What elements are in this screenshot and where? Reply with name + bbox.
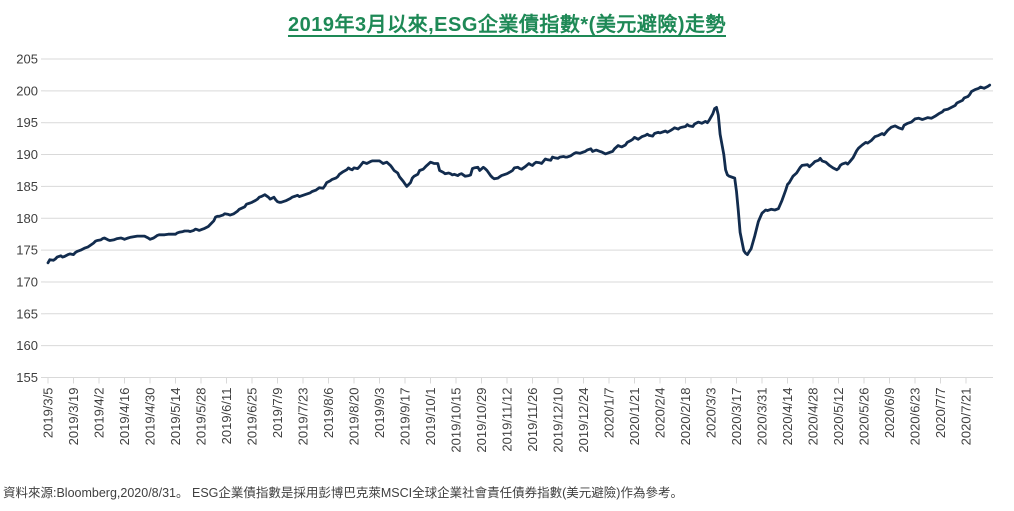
x-axis-label: 2019/10/15 <box>449 388 464 453</box>
x-axis-label: 2019/11/26 <box>525 388 540 452</box>
x-axis-label: 2019/5/28 <box>194 388 209 446</box>
x-axis-label: 2019/9/17 <box>398 388 413 446</box>
x-axis-label: 2020/4/14 <box>780 388 795 446</box>
y-axis-label: 180 <box>16 211 38 226</box>
x-axis-label: 2020/5/12 <box>831 388 846 446</box>
x-axis-label: 2019/12/10 <box>551 388 566 453</box>
x-axis-label: 2019/3/5 <box>41 388 56 439</box>
x-axis-label: 2020/1/21 <box>627 388 642 446</box>
x-axis-label: 2019/8/20 <box>347 388 362 446</box>
series-group <box>46 83 992 265</box>
x-axis-label: 2020/3/17 <box>729 388 744 446</box>
x-axis-label: 2020/2/18 <box>678 388 693 446</box>
x-axis-label: 2019/4/30 <box>143 388 158 446</box>
x-axis-label: 2020/7/21 <box>959 388 974 446</box>
y-axis-label: 155 <box>16 370 38 385</box>
y-axis-label: 205 <box>16 52 38 67</box>
x-axis-label: 2019/6/11 <box>219 388 234 445</box>
x-axis-label: 2019/4/16 <box>117 388 132 446</box>
x-axis-label: 2019/9/3 <box>372 388 387 439</box>
line-chart-svg: 155 160 165 170 175 180 185 190 195 200 205 2019/3… <box>16 52 993 453</box>
y-axis-labels: 155 160 165 170 175 180 185 190 195 200 205 <box>16 52 38 386</box>
x-axis-label: 2019/8/6 <box>321 388 336 439</box>
x-axis-labels: 2019/3/5 2019/3/19 2019/4/2 2019/4/16 2019/4… <box>41 388 974 453</box>
x-axis-label: 2019/12/24 <box>576 388 591 453</box>
y-axis-label: 195 <box>16 115 38 130</box>
x-axis-label: 2019/10/29 <box>474 388 489 453</box>
x-axis-label: 2020/3/3 <box>704 388 719 439</box>
chart-title: 2019年3月以來,ESG企業債指數*(美元避險)走勢 <box>287 14 726 36</box>
x-axis-label: 2020/6/9 <box>882 388 897 439</box>
y-axis-label: 160 <box>16 338 38 353</box>
gridlines-group <box>41 58 993 378</box>
x-axis-label: 2020/1/7 <box>602 388 617 439</box>
x-axis-label: 2020/3/31 <box>755 388 770 446</box>
y-axis-label: 175 <box>16 243 38 258</box>
x-axis-label: 2019/3/19 <box>66 388 81 446</box>
x-axis-label: 2020/5/26 <box>857 388 872 446</box>
x-axis-label: 2020/6/23 <box>908 388 923 446</box>
x-axis-label: 2020/2/4 <box>653 388 668 439</box>
x-axis-label: 2019/4/2 <box>92 388 107 439</box>
x-axis-label: 2019/6/25 <box>245 388 260 446</box>
y-axis-label: 165 <box>16 306 38 321</box>
y-axis-label: 190 <box>16 147 38 162</box>
x-axis-label: 2020/4/28 <box>806 388 821 446</box>
x-axis-label: 2019/7/9 <box>270 388 285 439</box>
x-axis-label: 2020/7/7 <box>933 388 948 439</box>
y-axis-label: 200 <box>16 83 38 98</box>
y-axis-label: 170 <box>16 274 38 289</box>
x-axis-ticks <box>47 377 967 384</box>
x-axis-label: 2019/11/12 <box>500 388 515 452</box>
y-axis-label: 185 <box>16 179 38 194</box>
x-axis-label: 2019/10/1 <box>423 388 438 446</box>
x-axis-label: 2019/5/14 <box>168 388 183 446</box>
x-axis-label: 2019/7/23 <box>296 388 311 446</box>
esg-index-line <box>46 83 992 265</box>
source-footnote: 資料來源:Bloomberg,2020/8/31。 ESG企業債指數是採用彭博巴… <box>3 486 683 500</box>
